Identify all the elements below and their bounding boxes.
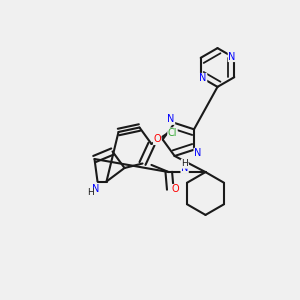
Text: N: N bbox=[228, 52, 236, 61]
Text: N: N bbox=[200, 74, 207, 83]
Text: Cl: Cl bbox=[168, 128, 177, 138]
Text: N: N bbox=[167, 114, 175, 124]
Text: N: N bbox=[194, 148, 201, 158]
Text: O: O bbox=[172, 184, 179, 194]
Text: H: H bbox=[87, 188, 93, 197]
Text: O: O bbox=[153, 134, 161, 145]
Text: H: H bbox=[181, 159, 188, 168]
Text: N: N bbox=[92, 184, 100, 194]
Text: N: N bbox=[181, 163, 188, 173]
